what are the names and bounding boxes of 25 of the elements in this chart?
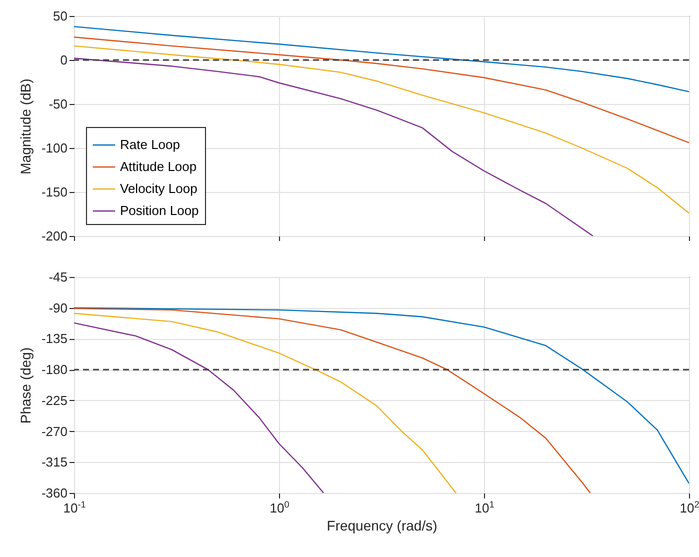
- y-tick-label: -50: [48, 96, 68, 112]
- x-tick-label: 10$^{2}$: [680, 500, 699, 516]
- y-tick-label: -45: [48, 270, 68, 284]
- y-tick-label: -360: [41, 486, 68, 500]
- y-tick-label: -150: [41, 184, 68, 200]
- y-axis-title: Phase (deg): [17, 347, 34, 424]
- x-tick-label: 10$^{0}$: [270, 500, 290, 516]
- y-tick-label: -315: [41, 454, 68, 470]
- x-tick-label: 10$^{-1}$: [63, 500, 86, 516]
- y-axis-title: Magnitude (dB): [17, 78, 34, 174]
- y-tick-label: 0: [60, 52, 68, 68]
- y-tick-label: -180: [41, 362, 68, 378]
- y-tick-label: -135: [41, 331, 68, 346]
- y-tick-label: 50: [53, 8, 68, 24]
- y-tick-label: -90: [48, 300, 68, 316]
- y-tick-label: -100: [41, 140, 68, 156]
- y-tick-label: -200: [41, 228, 68, 244]
- y-tick-label: -270: [41, 424, 68, 439]
- legend-label: Rate Loop: [120, 137, 180, 152]
- legend-label: Position Loop: [120, 203, 199, 218]
- x-axis-title: Frequency (rad/s): [326, 518, 438, 534]
- y-tick-label: -225: [41, 392, 68, 408]
- x-tick-label: 10$^{1}$: [474, 500, 494, 516]
- legend-label: Velocity Loop: [120, 181, 198, 196]
- legend-label: Attitude Loop: [120, 159, 197, 174]
